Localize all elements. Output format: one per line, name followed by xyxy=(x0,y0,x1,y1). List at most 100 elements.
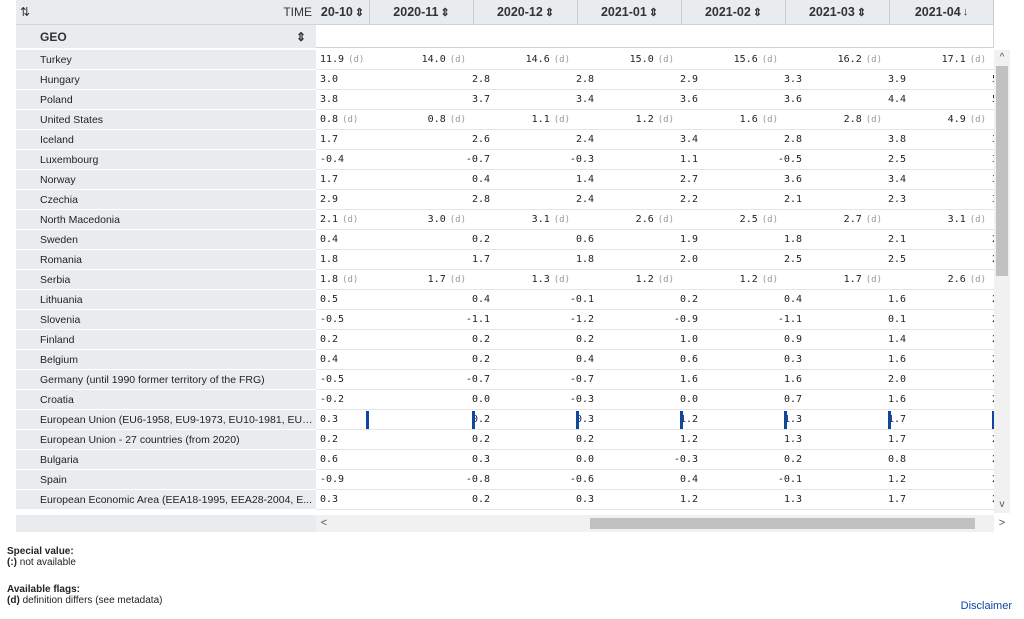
value-number: 2.5 xyxy=(887,154,906,165)
column-header[interactable]: 2021-02 ⇕ xyxy=(682,0,786,24)
value-cell: 0.6 xyxy=(320,450,338,470)
geo-label[interactable]: European Union (EU6-1958, EU9-1973, EU10… xyxy=(16,410,316,430)
value-cell: 1.7 xyxy=(888,490,906,510)
value-cell: 2.5 xyxy=(888,150,906,170)
geo-label[interactable]: Croatia xyxy=(16,390,316,410)
scroll-right-icon[interactable]: > xyxy=(998,517,1006,529)
horizontal-scrollbar[interactable]: < > xyxy=(316,515,1005,532)
geo-label[interactable]: Hungary xyxy=(16,70,316,90)
sort-arrow-icon[interactable]: ⇕ xyxy=(354,6,365,19)
column-header[interactable]: 2020-11 ⇕ xyxy=(370,0,474,24)
vertical-scrollbar[interactable]: ^ v xyxy=(994,50,1010,513)
row-cells: 0.3 0.2 0.3 1.2 1.3 1.7 2.0 xyxy=(316,490,994,510)
geo-label[interactable]: Finland xyxy=(16,330,316,350)
value-number: 1.3 xyxy=(783,434,802,445)
scroll-down-icon[interactable]: v xyxy=(999,499,1005,510)
value-number: 2.6 xyxy=(947,274,966,285)
geo-label[interactable]: Norway xyxy=(16,170,316,190)
sort-icon[interactable]: ⇅ xyxy=(20,5,31,19)
value-number: 2.0 xyxy=(887,374,906,385)
sort-arrow-icon[interactable]: ⇕ xyxy=(856,6,867,19)
geo-label[interactable]: Spain xyxy=(16,470,316,490)
value-cell: -1.1 xyxy=(466,310,490,330)
geo-label[interactable]: Sweden xyxy=(16,230,316,250)
geo-sort-icon[interactable]: ⇕ xyxy=(295,29,306,44)
value-cell: -0.9 xyxy=(674,310,698,330)
geo-label[interactable]: Slovenia xyxy=(16,310,316,330)
sort-arrow-icon[interactable]: ⇕ xyxy=(648,6,659,19)
value-number: 0.7 xyxy=(783,394,802,405)
value-cell: 2.8 xyxy=(784,130,802,150)
geo-label[interactable]: North Macedonia xyxy=(16,210,316,230)
row-cells: 11.9 (d) 14.0 (d) 14.6 (d) 15.0 (d) 15.6 (d) 16.2(… xyxy=(316,50,994,70)
value-cell: -0.2 xyxy=(320,390,344,410)
geo-label[interactable]: Belgium xyxy=(16,350,316,370)
geo-label[interactable]: Czechia xyxy=(16,190,316,210)
column-header[interactable]: 2021-01 ⇕ xyxy=(578,0,682,24)
geo-label[interactable]: Germany (until 1990 former territory of … xyxy=(16,370,316,390)
column-header[interactable]: 2021-03 ⇕ xyxy=(786,0,890,24)
column-header-label: 2020-12 xyxy=(496,5,543,19)
column-header[interactable]: 2021-04 ↓ xyxy=(890,0,994,24)
value-number: 0.5 xyxy=(320,294,339,305)
value-number: 0.2 xyxy=(471,494,490,505)
scroll-up-icon[interactable]: ^ xyxy=(999,52,1005,63)
geo-label[interactable]: Turkey xyxy=(16,50,316,70)
geo-label[interactable]: Serbia xyxy=(16,270,316,290)
sort-arrow-icon[interactable]: ⇕ xyxy=(440,6,450,19)
sort-arrow-icon[interactable]: ⇕ xyxy=(752,6,763,19)
value-flag: (d) xyxy=(761,115,778,125)
geo-header[interactable]: GEO ⇕ xyxy=(16,24,316,48)
table-row: Bulgaria 0.6 0.3 0.0 -0.3 0.2 0.8 2.0 xyxy=(16,450,994,470)
value-number: -0.1 xyxy=(569,294,594,305)
value-number: 0.4 xyxy=(471,174,490,185)
geo-label[interactable]: United States xyxy=(16,110,316,130)
value-cell: 2.0 xyxy=(992,450,994,470)
geo-label[interactable]: Iceland xyxy=(16,130,316,150)
column-header[interactable]: 2020-12 ⇕ xyxy=(474,0,578,24)
geo-label: GEO xyxy=(40,29,67,44)
value-cell: 0.8 xyxy=(888,450,906,470)
table-row: European Economic Area (EEA18-1995, EEA2… xyxy=(16,490,994,510)
value-cell: 0.2 xyxy=(576,430,594,450)
geo-label[interactable]: Lithuania xyxy=(16,290,316,310)
value-number: 1.6 xyxy=(887,394,906,405)
value-cell: 0.1 xyxy=(888,310,906,330)
geo-label[interactable]: Romania xyxy=(16,250,316,270)
geo-label[interactable]: Poland xyxy=(16,90,316,110)
value-cell: 0.6 xyxy=(680,350,698,370)
value-cell: 1.9 xyxy=(680,230,698,250)
value-cell: 1.7 (d) xyxy=(428,270,466,290)
horizontal-scroll-thumb[interactable] xyxy=(590,518,975,529)
geo-label[interactable]: Bulgaria xyxy=(16,450,316,470)
value-cell: 3.2 xyxy=(992,170,994,190)
row-cells: -0.2 0.0 -0.3 0.0 0.7 1.6 2.1 xyxy=(316,390,994,410)
value-cell: 3.1 xyxy=(992,190,994,210)
value-cell: 1.6 xyxy=(888,290,906,310)
sort-arrow-icon[interactable]: ⇕ xyxy=(544,6,555,19)
disclaimer-link[interactable]: Disclaimer xyxy=(960,600,1012,612)
value-number: 1.7 xyxy=(887,434,906,445)
value-cell: 0.2 xyxy=(472,490,490,510)
value-cell: 0.7 xyxy=(784,390,802,410)
column-header[interactable]: 20-10 ⇕ xyxy=(316,0,370,24)
column-headers: 20-10 ⇕ 2020-11 ⇕ 2020-12 ⇕ 2021-01 ⇕ 2021-02 ⇕ 20… xyxy=(316,0,994,24)
geo-label[interactable]: European Union - 27 countries (from 2020… xyxy=(16,430,316,450)
geo-label[interactable]: European Economic Area (EEA18-1995, EEA2… xyxy=(16,490,316,510)
value-cell: 3.5 xyxy=(992,130,994,150)
value-cell: 0.3 xyxy=(320,410,338,430)
value-flag: (d) xyxy=(553,55,570,65)
value-cell: 0.2 xyxy=(472,230,490,250)
table-row: Germany (until 1990 former territory of … xyxy=(16,370,994,390)
vertical-scroll-thumb[interactable] xyxy=(996,66,1008,276)
value-number: 1.7 xyxy=(471,254,490,265)
value-number: -0.2 xyxy=(320,394,345,405)
geo-label[interactable]: Luxembourg xyxy=(16,150,316,170)
sort-arrow-icon[interactable]: ↓ xyxy=(962,6,969,18)
table-row: North Macedonia 2.1 (d) 3.0 (d) 3.1 (d) 2.6 (d) 2… xyxy=(16,210,994,230)
value-number: 3.0 xyxy=(427,214,446,225)
scroll-left-icon[interactable]: < xyxy=(320,517,328,529)
value-number: 0.1 xyxy=(887,314,906,325)
row-cells: 0.2 0.2 0.2 1.0 0.9 1.4 2.2 xyxy=(316,330,994,350)
value-cell: 0.4 xyxy=(320,350,338,370)
